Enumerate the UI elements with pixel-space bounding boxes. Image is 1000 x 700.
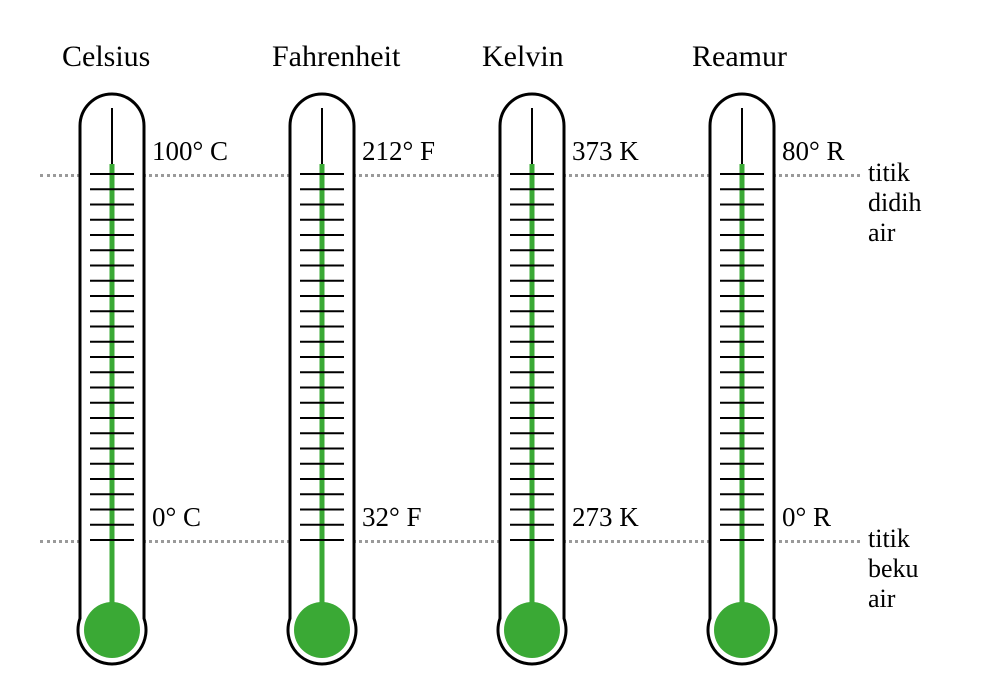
boiling-value: 373 K <box>572 136 639 167</box>
boiling-value: 80° R <box>782 136 845 167</box>
freezing-value: 0° C <box>152 502 201 533</box>
reference-label-freezing: titik beku air <box>868 524 919 614</box>
freezing-value: 32° F <box>362 502 422 533</box>
boiling-value: 212° F <box>362 136 435 167</box>
freezing-value: 273 K <box>572 502 639 533</box>
reference-label-boiling: titik didih air <box>868 158 921 248</box>
freezing-value: 0° R <box>782 502 831 533</box>
boiling-value: 100° C <box>152 136 228 167</box>
thermometer-diagram: titik didih airtitik beku airCelsius100°… <box>40 40 910 680</box>
